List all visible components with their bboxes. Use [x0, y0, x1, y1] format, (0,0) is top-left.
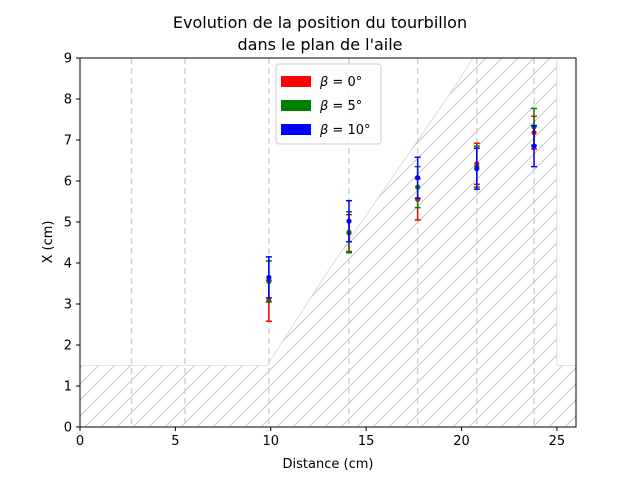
- data-point: [266, 274, 272, 280]
- y-tick-label: 2: [64, 339, 72, 354]
- legend-label: β = 5°: [319, 99, 362, 114]
- y-tick-label: 0: [64, 421, 72, 436]
- data-series: [265, 107, 538, 322]
- x-tick-label: 15: [358, 434, 375, 449]
- x-axis-label: Distance (cm): [283, 457, 374, 472]
- legend-swatch: [281, 124, 311, 135]
- y-tick-label: 6: [64, 175, 72, 190]
- y-tick-label: 5: [64, 216, 72, 231]
- y-tick-label: 1: [64, 380, 72, 395]
- chart-title-line1: Evolution de la position du tourbillon: [173, 13, 467, 32]
- y-tick-label: 4: [64, 257, 72, 272]
- legend-swatch: [281, 100, 311, 111]
- y-tick-label: 8: [64, 93, 72, 108]
- x-tick-label: 10: [262, 434, 279, 449]
- y-axis-label: X (cm): [41, 221, 56, 264]
- chart-title-line2: dans le plan de l'aile: [238, 35, 403, 54]
- x-tick-label: 20: [453, 434, 470, 449]
- legend-label: β = 0°: [319, 75, 362, 90]
- legend-swatch: [281, 76, 311, 87]
- data-point: [474, 166, 480, 172]
- legend-label: β = 10°: [319, 123, 371, 138]
- y-tick-label: 3: [64, 298, 72, 313]
- legend: β = 0° β = 5° β = 10°: [275, 63, 382, 145]
- x-tick-label: 5: [171, 434, 179, 449]
- y-tick-label: 9: [64, 52, 72, 67]
- data-point: [346, 218, 352, 224]
- axes-frame: [79, 57, 577, 428]
- data-point: [531, 143, 537, 149]
- y-tick-label: 7: [64, 134, 72, 149]
- x-tick-label: 25: [549, 434, 566, 449]
- data-point: [415, 175, 421, 181]
- axes: 0 5 10 15 20 25 0 1 2 3 4 5 6 7 8 9: [64, 52, 577, 449]
- series-2: [265, 124, 538, 299]
- x-tick-label: 0: [76, 434, 84, 449]
